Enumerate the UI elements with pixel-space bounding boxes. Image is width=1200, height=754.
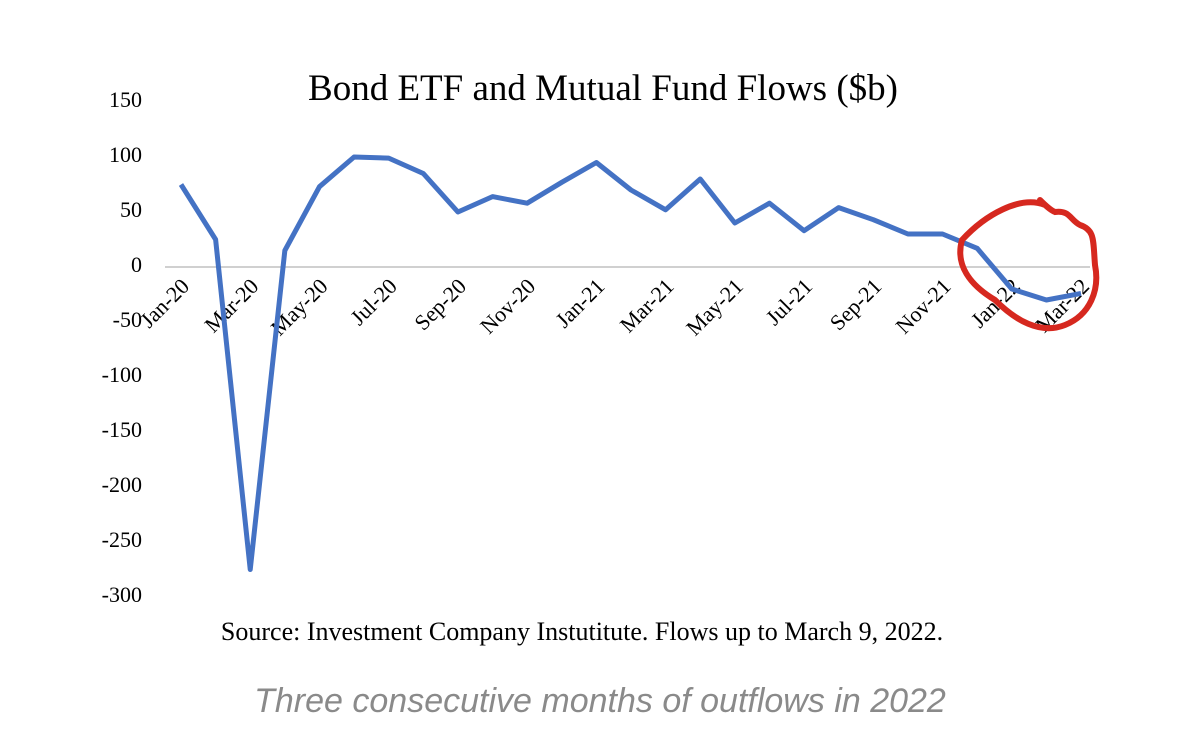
x-tick-label: Jul-20: [345, 273, 402, 330]
y-tick-label: -300: [102, 582, 142, 607]
y-tick-label: 150: [109, 87, 142, 112]
annotation-circle: [957, 197, 1100, 332]
y-tick-label: -250: [102, 527, 142, 552]
x-tick-label: Sep-20: [409, 273, 471, 335]
x-tick-label: Jan-20: [135, 273, 194, 332]
y-tick-label: 0: [131, 252, 142, 277]
y-tick-label: -150: [102, 417, 142, 442]
caption: Three consecutive months of outflows in …: [254, 682, 946, 720]
x-tick-label: Sep-21: [825, 273, 887, 335]
y-tick-label: -200: [102, 472, 142, 497]
y-tick-label: 50: [120, 197, 142, 222]
y-tick-label: 100: [109, 142, 142, 167]
x-tick-label: Mar-20: [199, 273, 263, 337]
x-tick-label: Jul-21: [761, 273, 818, 330]
source-note: Source: Investment Company Instutitute. …: [221, 617, 943, 646]
x-tick-label: May-21: [681, 273, 748, 340]
x-tick-label: Nov-21: [890, 273, 955, 338]
x-tick-label: Mar-21: [615, 273, 679, 337]
x-tick-label: Jan-21: [550, 273, 609, 332]
y-tick-label: -50: [113, 307, 142, 332]
data-line: [178, 154, 1082, 572]
y-tick-label: -100: [102, 362, 142, 387]
x-tick-label: Nov-20: [475, 273, 540, 338]
chart-title: Bond ETF and Mutual Fund Flows ($b): [308, 68, 898, 109]
